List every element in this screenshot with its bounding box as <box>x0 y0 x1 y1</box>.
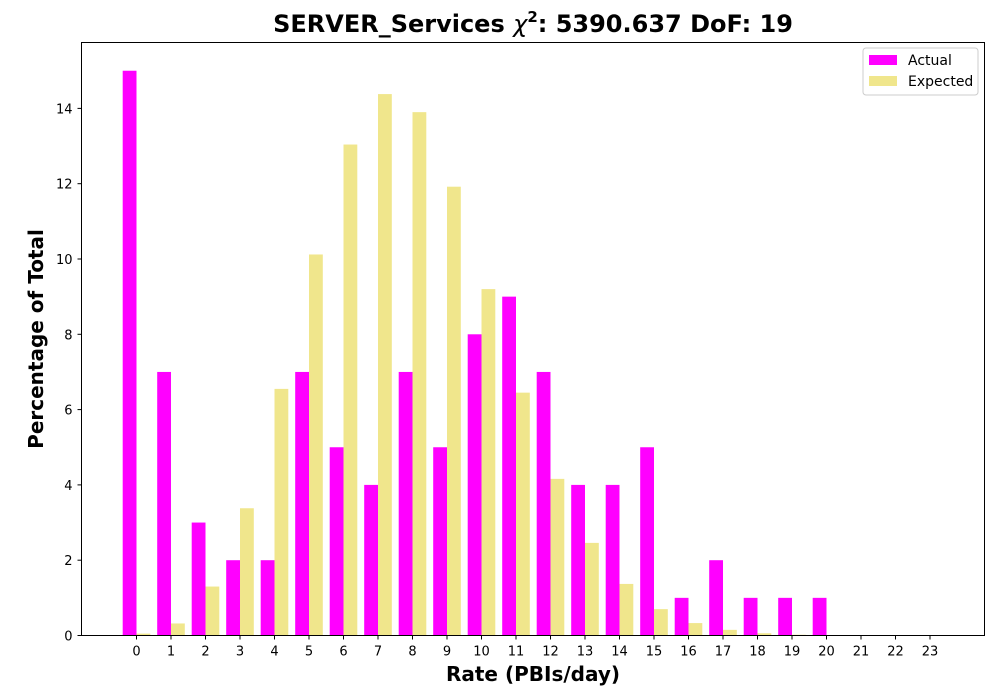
x-tick-label-12: 12 <box>542 645 559 660</box>
bar-expected-5 <box>309 254 323 636</box>
plot-frame <box>81 42 985 636</box>
x-tick-label-13: 13 <box>577 645 594 660</box>
x-tick-label-14: 14 <box>611 645 628 660</box>
legend-swatch-actual <box>869 55 897 65</box>
x-tick-label-7: 7 <box>374 645 382 660</box>
x-tick-label-1: 1 <box>167 645 175 660</box>
bar-actual-20 <box>812 597 827 636</box>
bar-actual-12 <box>536 371 551 636</box>
x-tick-label-19: 19 <box>784 645 801 660</box>
bar-actual-4 <box>260 560 275 636</box>
x-tick-label-10: 10 <box>473 645 490 660</box>
bar-expected-15 <box>654 609 668 636</box>
y-tick-label-8: 8 <box>64 328 72 343</box>
x-tick-label-18: 18 <box>749 645 766 660</box>
bar-actual-2 <box>191 522 206 636</box>
bar-expected-13 <box>585 542 599 636</box>
y-tick-label-2: 2 <box>64 554 72 569</box>
chart-title: SERVER_Services χ2: 5390.637 DoF: 19 <box>273 8 793 38</box>
bar-actual-19 <box>778 597 792 636</box>
bar-actual-5 <box>295 371 309 636</box>
bar-actual-8 <box>398 371 413 636</box>
bar-expected-12 <box>550 478 565 636</box>
bar-actual-6 <box>329 447 344 636</box>
bar-expected-9 <box>447 186 461 636</box>
legend-label-expected: Expected <box>908 74 973 90</box>
bar-expected-14 <box>619 583 634 636</box>
bar-expected-2 <box>205 586 220 636</box>
x-tick-label-16: 16 <box>680 645 697 660</box>
x-axis-label: Rate (PBIs/day) <box>446 662 620 686</box>
bar-actual-16 <box>674 597 689 636</box>
x-tick-label-6: 6 <box>339 645 347 660</box>
bar-expected-17 <box>723 629 737 636</box>
bar-expected-7 <box>378 94 392 636</box>
bar-actual-9 <box>433 447 447 636</box>
x-tick-label-23: 23 <box>922 645 939 660</box>
bar-expected-16 <box>688 623 703 636</box>
x-tick-label-21: 21 <box>853 645 870 660</box>
x-tick-label-0: 0 <box>132 645 140 660</box>
y-tick-label-12: 12 <box>56 178 73 193</box>
bar-actual-18 <box>743 597 758 636</box>
y-tick-label-0: 0 <box>64 630 72 645</box>
bar-actual-10 <box>467 334 482 636</box>
x-tick-label-4: 4 <box>270 645 278 660</box>
chart-title-suffix: : 5390.637 DoF: 19 <box>538 10 793 38</box>
bar-expected-6 <box>343 144 358 636</box>
bar-expected-10 <box>481 289 496 636</box>
bar-actual-11 <box>502 296 516 636</box>
chart-title-prefix: SERVER_Services <box>273 10 513 38</box>
legend: Actual Expected <box>862 47 979 96</box>
legend-swatch-expected <box>869 76 897 86</box>
bar-actual-3 <box>226 560 240 636</box>
bar-actual-17 <box>709 560 723 636</box>
x-tick-label-8: 8 <box>408 645 416 660</box>
chart-title-chi-symbol: χ <box>511 10 528 38</box>
bar-expected-4 <box>274 388 289 636</box>
x-tick-label-20: 20 <box>818 645 835 660</box>
bar-actual-0 <box>122 70 137 636</box>
x-tick-label-3: 3 <box>236 645 244 660</box>
x-tick-label-17: 17 <box>715 645 732 660</box>
y-tick-label-4: 4 <box>64 479 72 494</box>
bar-expected-8 <box>412 112 427 636</box>
bar-expected-18 <box>757 633 772 636</box>
bar-actual-7 <box>364 484 378 636</box>
x-tick-label-11: 11 <box>508 645 525 660</box>
y-tick-label-6: 6 <box>64 404 72 419</box>
bar-actual-14 <box>605 484 620 636</box>
x-tick-label-9: 9 <box>443 645 451 660</box>
bar-actual-13 <box>571 484 585 636</box>
y-axis-label: Percentage of Total <box>24 229 48 449</box>
legend-label-actual: Actual <box>908 53 952 69</box>
bar-actual-1 <box>157 371 171 636</box>
bar-expected-1 <box>171 623 185 636</box>
x-tick-label-2: 2 <box>201 645 209 660</box>
bar-expected-3 <box>240 508 254 636</box>
chart-title-exponent: 2 <box>527 8 537 26</box>
x-tick-label-15: 15 <box>646 645 663 660</box>
bar-expected-11 <box>516 392 530 636</box>
x-tick-label-22: 22 <box>887 645 904 660</box>
bar-actual-15 <box>640 447 654 636</box>
y-tick-label-14: 14 <box>56 102 73 117</box>
y-tick-label-10: 10 <box>56 253 73 268</box>
x-tick-label-5: 5 <box>305 645 313 660</box>
bar-expected-0 <box>136 633 151 636</box>
